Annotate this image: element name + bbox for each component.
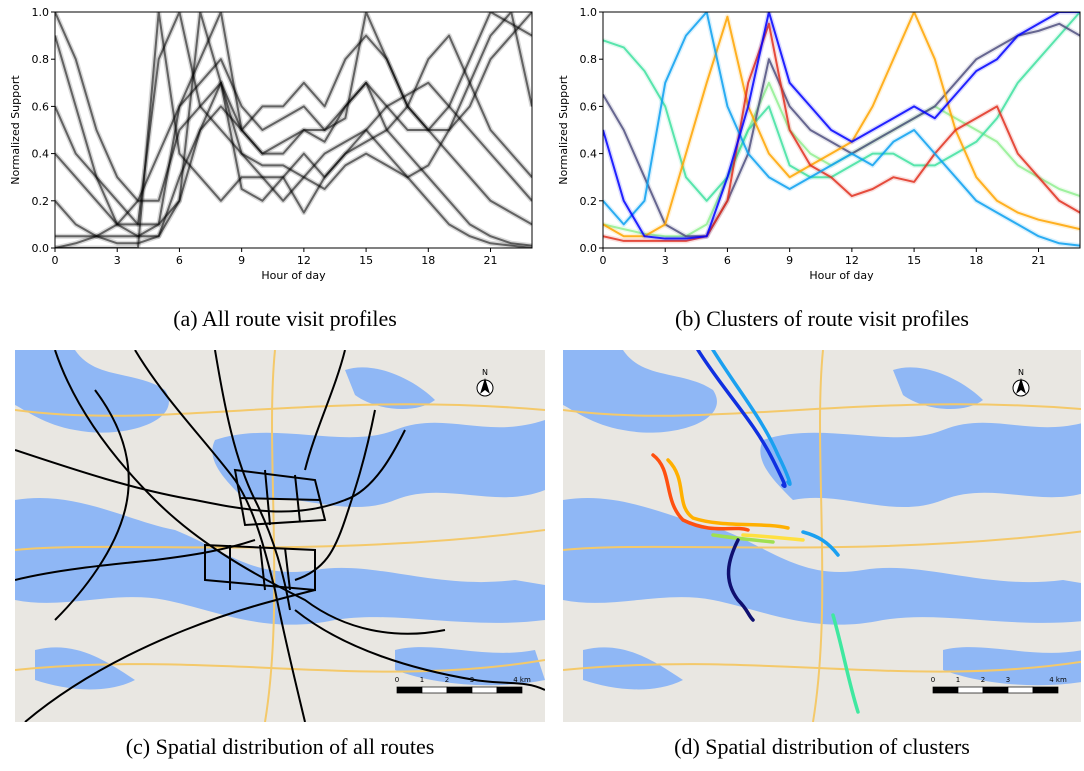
y-axis-label: Normalized Support	[557, 75, 570, 185]
x-tick-label: 21	[1032, 254, 1046, 267]
map-layer	[15, 350, 545, 722]
scale-label: 0	[931, 676, 935, 684]
scale-label: 3	[1006, 676, 1010, 684]
scale-label: 0	[395, 676, 399, 684]
scale-label: 2	[445, 676, 449, 684]
x-tick-label: 9	[786, 254, 793, 267]
series-line	[55, 12, 532, 236]
scale-segment	[397, 687, 422, 693]
y-tick-label: 0.0	[32, 242, 50, 255]
x-tick-label: 6	[176, 254, 183, 267]
scale-label: 3	[470, 676, 474, 684]
x-axis-label: Hour of day	[261, 269, 326, 282]
y-tick-label: 0.2	[580, 195, 598, 208]
lines	[603, 12, 1080, 246]
north-label: N	[482, 368, 488, 377]
y-tick-label: 0.4	[32, 148, 50, 161]
x-tick-label: 9	[238, 254, 245, 267]
y-tick-label: 0.8	[580, 53, 598, 66]
scale-segment	[1008, 687, 1033, 693]
x-tick-label: 12	[845, 254, 859, 267]
caption: (c) Spatial distribution of all routes	[15, 734, 545, 760]
x-tick-label: 0	[600, 254, 607, 267]
scale-segment	[933, 687, 958, 693]
x-tick-label: 0	[52, 254, 59, 267]
scale-label: 1	[420, 676, 424, 684]
scale-label: 1	[956, 676, 960, 684]
scale-segment	[422, 687, 447, 693]
x-tick-label: 12	[297, 254, 311, 267]
figure-canvas: 0369121518210.00.20.40.60.81.0Hour of da…	[0, 0, 1084, 771]
scale-label: 4 km	[1049, 676, 1067, 684]
x-axis-label: Hour of day	[809, 269, 874, 282]
scale-label: 2	[981, 676, 985, 684]
scale-segment	[958, 687, 983, 693]
chart: 0 3 6 9 12 15 18 21 0.0 0.2 0.4 0.6 0.8 1.0 Hour of da…	[9, 6, 532, 282]
y-tick-label: 1.0	[32, 6, 50, 19]
chart: 0 3 6 9 12 15 18 21 0.0 0.2 0.4 0.6 0.8 1.0 Hour of da…	[557, 6, 1080, 282]
x-tick-label: 18	[421, 254, 435, 267]
scale-label: 4 km	[513, 676, 531, 684]
x-tick-label: 6	[724, 254, 731, 267]
y-tick-label: 0.0	[580, 242, 598, 255]
caption: (b) Clusters of route visit profiles	[560, 306, 1084, 332]
y-tick-label: 0.4	[580, 148, 598, 161]
scale-segment	[447, 687, 472, 693]
series-halo	[55, 12, 532, 236]
y-axis-label: Normalized Support	[9, 75, 22, 185]
x-tick-label: 15	[907, 254, 921, 267]
y-tick-label: 0.8	[32, 53, 50, 66]
caption: (a) All route visit profiles	[20, 306, 550, 332]
lines	[55, 12, 532, 248]
y-tick-label: 0.2	[32, 195, 50, 208]
y-tick-label: 0.6	[580, 100, 598, 113]
scale-segment	[1033, 687, 1058, 693]
x-tick-label: 21	[484, 254, 498, 267]
y-tick-label: 0.6	[32, 100, 50, 113]
map: N 0 1 2 3 4 km	[15, 350, 545, 722]
x-tick-label: 3	[662, 254, 669, 267]
caption: (d) Spatial distribution of clusters	[563, 734, 1081, 760]
scale-segment	[497, 687, 522, 693]
x-tick-label: 18	[969, 254, 983, 267]
y-tick-label: 1.0	[580, 6, 598, 19]
map: N 0 1 2 3 4 km	[563, 350, 1084, 722]
x-tick-label: 15	[359, 254, 373, 267]
map-layer	[563, 350, 1084, 722]
scale-segment	[472, 687, 497, 693]
x-tick-label: 3	[114, 254, 121, 267]
scale-segment	[983, 687, 1008, 693]
figure: 0369121518210.00.20.40.60.81.0Hour of da…	[0, 0, 1084, 771]
north-label: N	[1018, 368, 1024, 377]
